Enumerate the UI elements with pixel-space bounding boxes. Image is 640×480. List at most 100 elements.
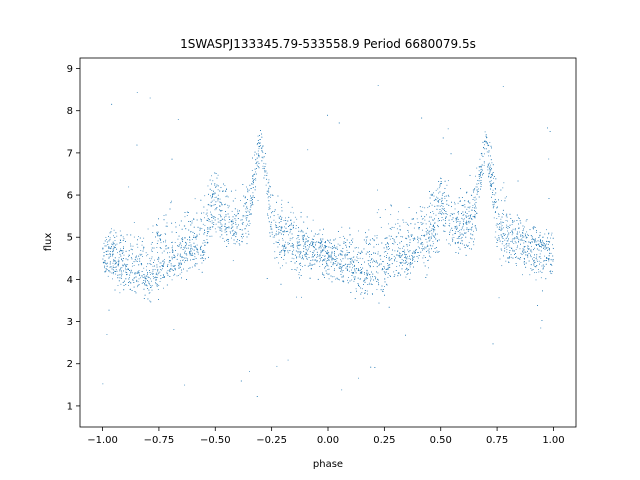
- data-point: [525, 220, 527, 222]
- data-point: [122, 282, 124, 283]
- data-point: [275, 241, 277, 243]
- data-point: [489, 142, 491, 143]
- data-point: [429, 191, 430, 192]
- data-point: [500, 248, 502, 250]
- data-point: [506, 251, 508, 253]
- data-point: [249, 209, 251, 211]
- data-point: [247, 220, 249, 222]
- data-point: [324, 258, 326, 260]
- data-point: [543, 265, 545, 267]
- data-point: [299, 256, 301, 258]
- data-point: [235, 214, 237, 216]
- data-point: [516, 220, 518, 221]
- data-point: [513, 250, 515, 252]
- data-point: [265, 163, 267, 165]
- data-point: [125, 283, 127, 285]
- data-point: [508, 232, 510, 234]
- data-point: [276, 225, 277, 226]
- data-point: [174, 255, 175, 257]
- data-point: [298, 227, 299, 229]
- data-point: [249, 184, 251, 186]
- data-point: [377, 278, 379, 280]
- data-point: [250, 206, 252, 208]
- data-point: [332, 262, 334, 264]
- data-point: [421, 242, 422, 244]
- data-point: [408, 244, 410, 246]
- data-point: [511, 230, 513, 232]
- data-point: [129, 274, 131, 276]
- data-point: [130, 282, 132, 284]
- data-point: [179, 242, 181, 244]
- data-point: [221, 218, 223, 220]
- data-point: [496, 226, 498, 228]
- data-point: [228, 243, 230, 244]
- data-point: [237, 213, 239, 215]
- data-point: [320, 252, 322, 254]
- data-point: [183, 268, 184, 270]
- data-point: [548, 255, 550, 257]
- data-point: [206, 242, 208, 244]
- data-point: [376, 281, 378, 282]
- data-point: [347, 266, 349, 267]
- data-point: [350, 244, 352, 245]
- data-point: [458, 241, 459, 243]
- data-point: [386, 283, 388, 285]
- data-point: [500, 230, 502, 232]
- data-point: [502, 233, 504, 235]
- data-point: [391, 205, 392, 207]
- data-point: [423, 255, 425, 257]
- data-point: [452, 230, 454, 231]
- data-point: [137, 286, 138, 288]
- data-point: [324, 255, 326, 257]
- data-point: [306, 250, 308, 252]
- data-point: [361, 264, 362, 265]
- data-point: [108, 256, 110, 258]
- data-point: [407, 249, 409, 251]
- data-point: [221, 224, 223, 226]
- data-point: [519, 248, 521, 250]
- data-point: [396, 260, 398, 262]
- data-point: [128, 282, 129, 283]
- data-point: [117, 261, 119, 262]
- data-point: [488, 176, 490, 178]
- data-point: [404, 251, 406, 253]
- data-point: [248, 211, 250, 213]
- data-point: [314, 254, 316, 255]
- data-point: [388, 306, 390, 308]
- data-point: [356, 254, 358, 255]
- data-point: [290, 261, 292, 262]
- data-point: [149, 263, 151, 265]
- data-point: [205, 213, 207, 215]
- data-point: [211, 183, 212, 185]
- data-point: [217, 174, 219, 176]
- data-point: [463, 224, 464, 226]
- data-point: [257, 166, 259, 167]
- data-point: [103, 242, 105, 244]
- data-point: [523, 246, 525, 248]
- data-point: [117, 252, 118, 254]
- data-point: [494, 199, 496, 201]
- data-point: [461, 227, 463, 229]
- data-point: [104, 240, 106, 242]
- data-point: [364, 261, 365, 263]
- data-point: [411, 262, 413, 264]
- data-point: [386, 257, 387, 258]
- data-point: [325, 242, 326, 244]
- data-point: [390, 259, 392, 261]
- data-point: [316, 261, 318, 263]
- data-point: [234, 214, 235, 215]
- data-point: [466, 220, 467, 222]
- data-point: [340, 270, 342, 272]
- data-point: [368, 229, 370, 231]
- data-point: [284, 226, 285, 228]
- data-point: [389, 275, 391, 276]
- data-point: [202, 251, 203, 253]
- data-point: [207, 228, 209, 230]
- data-point: [525, 241, 527, 243]
- data-point: [322, 260, 323, 262]
- data-point: [190, 248, 191, 250]
- data-point: [220, 210, 222, 212]
- data-point: [126, 272, 128, 273]
- data-point: [550, 270, 552, 272]
- data-point: [192, 254, 194, 256]
